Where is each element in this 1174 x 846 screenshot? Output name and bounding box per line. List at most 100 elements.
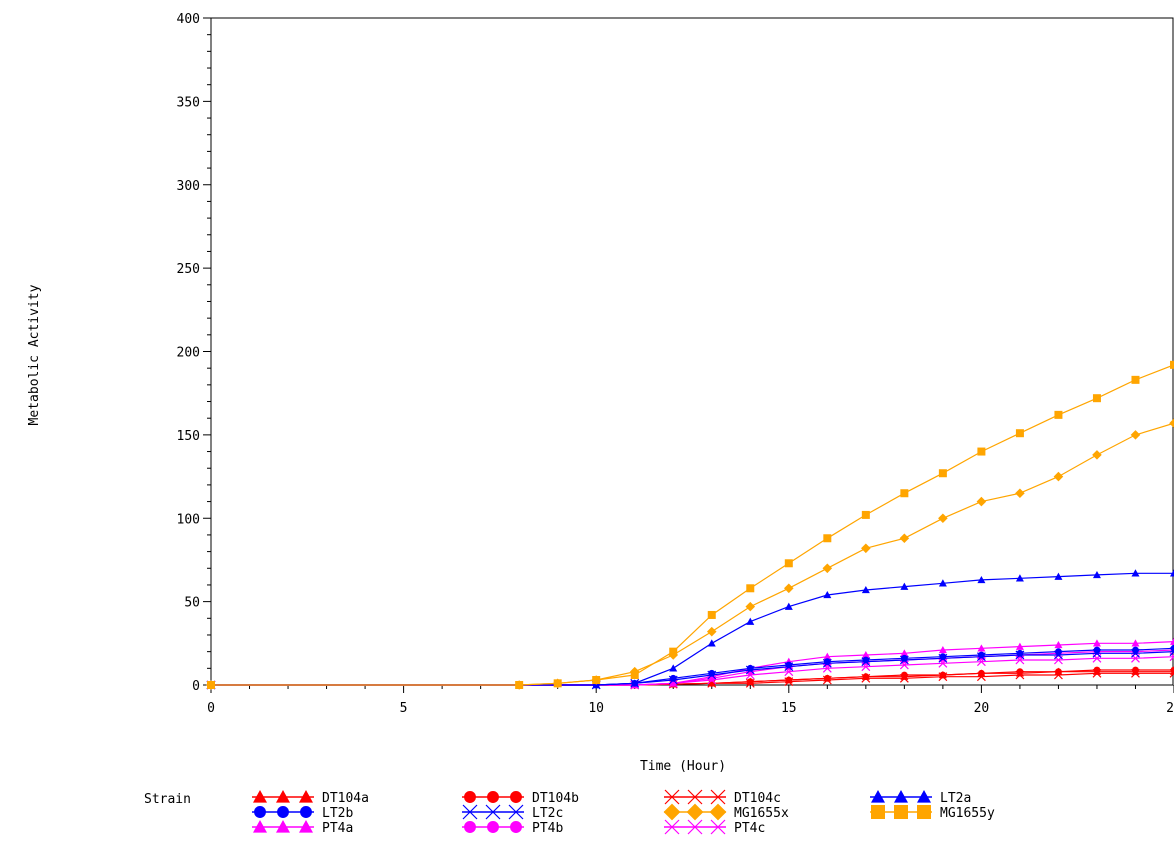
data-point-mg1655y [207, 681, 215, 689]
data-point-lt2b [1132, 646, 1139, 654]
legend-marker-lt2c [485, 804, 501, 820]
y-tick-label: 50 [184, 596, 200, 611]
data-point-mg1655x [822, 563, 833, 574]
data-point-pt4a [977, 644, 986, 652]
data-point-lt2a [823, 590, 832, 599]
plot-frame [210, 17, 1174, 686]
series-layer [206, 360, 1174, 690]
data-point-mg1655y [823, 534, 832, 543]
data-point-mg1655x [861, 543, 871, 554]
legend-marker-lt2b [277, 806, 289, 818]
data-point-mg1655y [784, 559, 793, 568]
data-point-lt2a [1015, 574, 1024, 582]
data-point-lt2b [785, 661, 793, 669]
data-point-mg1655x [784, 583, 794, 594]
series-mg1655y [207, 360, 1174, 689]
data-point-mg1655y [861, 510, 870, 519]
data-point-mg1655y [515, 681, 524, 689]
legend-marker-lt2a [894, 790, 908, 803]
data-point-lt2a [1170, 569, 1174, 577]
data-point-dt104b [1170, 666, 1174, 674]
y-tick-label: 400 [177, 12, 200, 27]
data-point-lt2a [669, 664, 678, 672]
y-axis-ticks: 0 50 100 150 200 250 300 350 400 [177, 12, 211, 694]
legend-item-pt4b: PT4b [462, 821, 563, 836]
legend-marker-lt2c [462, 804, 478, 820]
legend-marker-mg1655x [663, 803, 681, 821]
y-tick-label: 200 [177, 346, 200, 361]
y-tick-label: 150 [177, 429, 200, 444]
legend-label: PT4c [734, 821, 765, 836]
data-point-lt2b [1016, 649, 1024, 657]
legend-marker-lt2c [508, 804, 524, 820]
data-point-mg1655x [1015, 488, 1025, 499]
y-tick-label: 350 [177, 95, 200, 110]
data-point-dt104b [1016, 668, 1024, 676]
legend-marker-pt4a [276, 820, 290, 833]
legend-item-dt104a: DT104a [252, 790, 369, 806]
data-point-mg1655x [899, 533, 910, 544]
legend-label: MG1655x [734, 806, 789, 821]
data-point-pt4a [669, 679, 678, 687]
data-point-lt2a [900, 582, 909, 590]
x-tick-label: 10 [588, 701, 604, 716]
legend-marker-mg1655x [686, 803, 704, 821]
legend-marker-pt4c [710, 819, 726, 835]
data-point-lt2b [939, 653, 947, 661]
data-point-mg1655y [1131, 375, 1140, 384]
legend-marker-dt104a [299, 790, 313, 803]
data-point-pt4a [1170, 637, 1174, 645]
data-point-dt104b [1132, 666, 1139, 674]
legend-item-dt104b: DT104b [462, 791, 579, 806]
legend-marker-lt2a [917, 790, 931, 803]
data-point-mg1655y [977, 447, 986, 456]
data-point-lt2a [784, 602, 793, 610]
data-point-pt4a [1092, 639, 1101, 647]
series-mg1655x [206, 418, 1174, 690]
legend-marker-dt104c [710, 789, 726, 805]
x-tick-label: 0 [207, 701, 215, 716]
data-point-pt4a [1131, 639, 1140, 647]
legend-marker-lt2a [871, 790, 885, 803]
data-point-lt2a [1092, 570, 1101, 579]
y-axis-title: Metabolic Activity [27, 284, 42, 425]
data-point-mg1655x [706, 626, 717, 637]
series-lt2a [207, 569, 1174, 689]
data-point-dt104b [862, 673, 870, 681]
y-tick-label: 250 [177, 262, 200, 277]
data-point-lt2b [1170, 644, 1174, 652]
y-tick-label: 300 [177, 179, 200, 194]
legend-item-mg1655x: MG1655x [663, 803, 789, 821]
legend-marker-mg1655y [871, 805, 885, 819]
legend-item-lt2a: LT2a [870, 790, 971, 806]
legend-item-lt2c: LT2c [462, 804, 563, 821]
legend-marker-dt104b [510, 791, 522, 803]
data-point-mg1655x [976, 496, 987, 507]
x-axis-title: Time (Hour) [640, 759, 726, 774]
legend: Strain DT104a DT104b DT104c LT2a LT2b LT2c MG1… [144, 789, 995, 836]
legend-marker-dt104a [276, 790, 290, 803]
data-point-mg1655y [746, 584, 755, 593]
data-point-lt2a [1131, 569, 1140, 577]
data-point-lt2a [707, 639, 716, 647]
x-tick-label: 15 [781, 701, 797, 716]
data-point-dt104b [823, 674, 831, 682]
data-point-pt4a [1054, 640, 1063, 649]
series-lt2c [206, 647, 1174, 690]
data-point-mg1655x [1092, 450, 1102, 460]
x-axis-ticks: 0 5 10 15 20 25 [207, 685, 1174, 716]
data-point-lt2a [977, 575, 986, 584]
legend-marker-mg1655x [709, 803, 727, 821]
data-point-lt2b [1093, 646, 1101, 654]
legend-marker-pt4c [687, 819, 703, 835]
data-point-lt2b [669, 674, 677, 682]
legend-marker-dt104c [687, 789, 703, 805]
legend-marker-pt4b [487, 821, 499, 833]
data-point-dt104b [900, 671, 908, 679]
data-point-lt2a [630, 679, 639, 687]
series-line-mg1655y [211, 364, 1174, 686]
series-line-dt104b [211, 669, 1174, 686]
series-line-pt4c [211, 656, 1174, 686]
data-point-mg1655y [669, 647, 678, 656]
data-point-dt104b [978, 669, 985, 677]
